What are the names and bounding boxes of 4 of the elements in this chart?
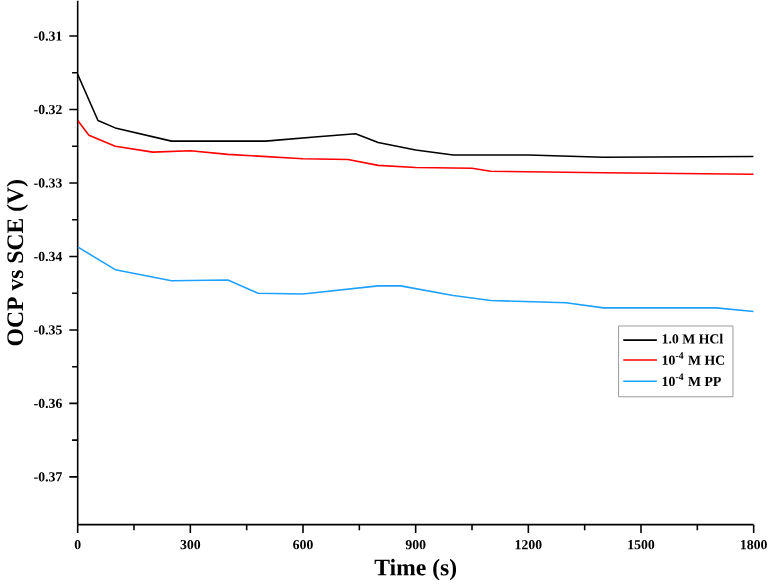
x-axis-title: Time (s) bbox=[374, 558, 457, 580]
line-series bbox=[77, 119, 754, 175]
y-axis-title: OCP vs SCE (V) bbox=[6, 179, 28, 345]
line-series bbox=[77, 245, 754, 312]
